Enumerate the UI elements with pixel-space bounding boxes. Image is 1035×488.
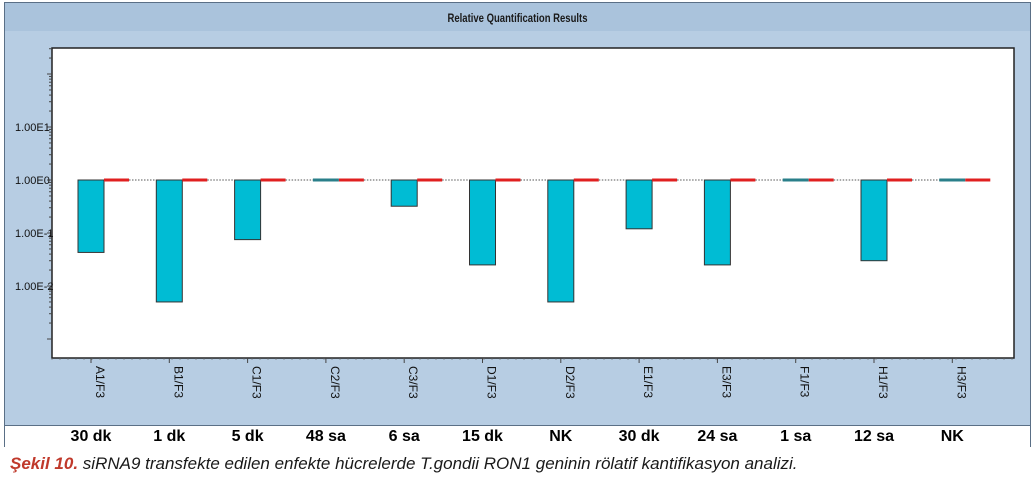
- x-tick-label: E1/F3: [641, 366, 655, 398]
- x-tick-label: H3/F3: [954, 366, 968, 399]
- time-label: 5 dk: [231, 428, 264, 445]
- time-label: 6 sa: [388, 428, 420, 445]
- x-tick-label: C3/F3: [406, 366, 420, 399]
- y-tick-label: 1.00E-2: [15, 281, 54, 293]
- y-tick-label: 1.00E0: [15, 175, 50, 187]
- time-label: 48 sa: [305, 428, 346, 445]
- chart-panel: Relative Quantification Results 1.00E1 1.0…: [5, 3, 1030, 425]
- title-strip: [5, 3, 1030, 31]
- plot-area: [51, 47, 1015, 359]
- bar: [390, 179, 418, 207]
- time-label: 12 sa: [853, 428, 895, 445]
- x-tick-label: H1/F3: [876, 366, 890, 399]
- time-label: 24 sa: [697, 428, 738, 445]
- bar: [625, 179, 653, 230]
- x-tick-label: D1/F3: [485, 366, 499, 399]
- bar: [860, 179, 888, 262]
- y-tick-label: 1.00E-1: [15, 228, 54, 240]
- chart-title: Relative Quantification Results: [448, 11, 588, 25]
- time-label: NK: [940, 428, 964, 445]
- time-label: 15 dk: [462, 428, 503, 445]
- caption-text: siRNA9 transfekte edilen enfekte hücrele…: [78, 454, 798, 473]
- x-tick-label: B1/F3: [171, 366, 185, 398]
- time-label: NK: [549, 428, 573, 445]
- time-label-strip: 30 dk 1 dk 5 dk 48 sa 6 sa 15 dk NK 30 dk 24 sa 1…: [5, 425, 1030, 447]
- time-label: 30 dk: [618, 428, 660, 445]
- x-tick-label: D2/F3: [563, 366, 577, 399]
- bar: [547, 179, 575, 303]
- bar: [469, 179, 496, 266]
- time-label: 1 sa: [780, 428, 812, 445]
- bar: [155, 179, 183, 303]
- bar: [77, 179, 105, 253]
- x-tick-label: C2/F3: [328, 366, 342, 399]
- x-tick-label: C1/F3: [250, 366, 264, 399]
- y-tick-label: 1.00E1: [15, 122, 50, 134]
- x-tick-label: F1/F3: [798, 366, 812, 398]
- bar: [234, 179, 262, 241]
- figure-caption: Şekil 10. siRNA9 transfekte edilen enfek…: [10, 454, 798, 474]
- time-label: 1 dk: [153, 428, 186, 445]
- bar: [703, 179, 731, 266]
- relative-quantification-chart: Relative Quantification Results 1.00E1 1.0…: [5, 3, 1030, 399]
- caption-label: Şekil 10.: [10, 454, 79, 473]
- time-label: 30 dk: [70, 428, 112, 445]
- figure-frame: Relative Quantification Results 1.00E1 1.0…: [4, 2, 1031, 447]
- x-tick-label: A1/F3: [93, 366, 107, 398]
- x-tick-label: E3/F3: [719, 366, 733, 398]
